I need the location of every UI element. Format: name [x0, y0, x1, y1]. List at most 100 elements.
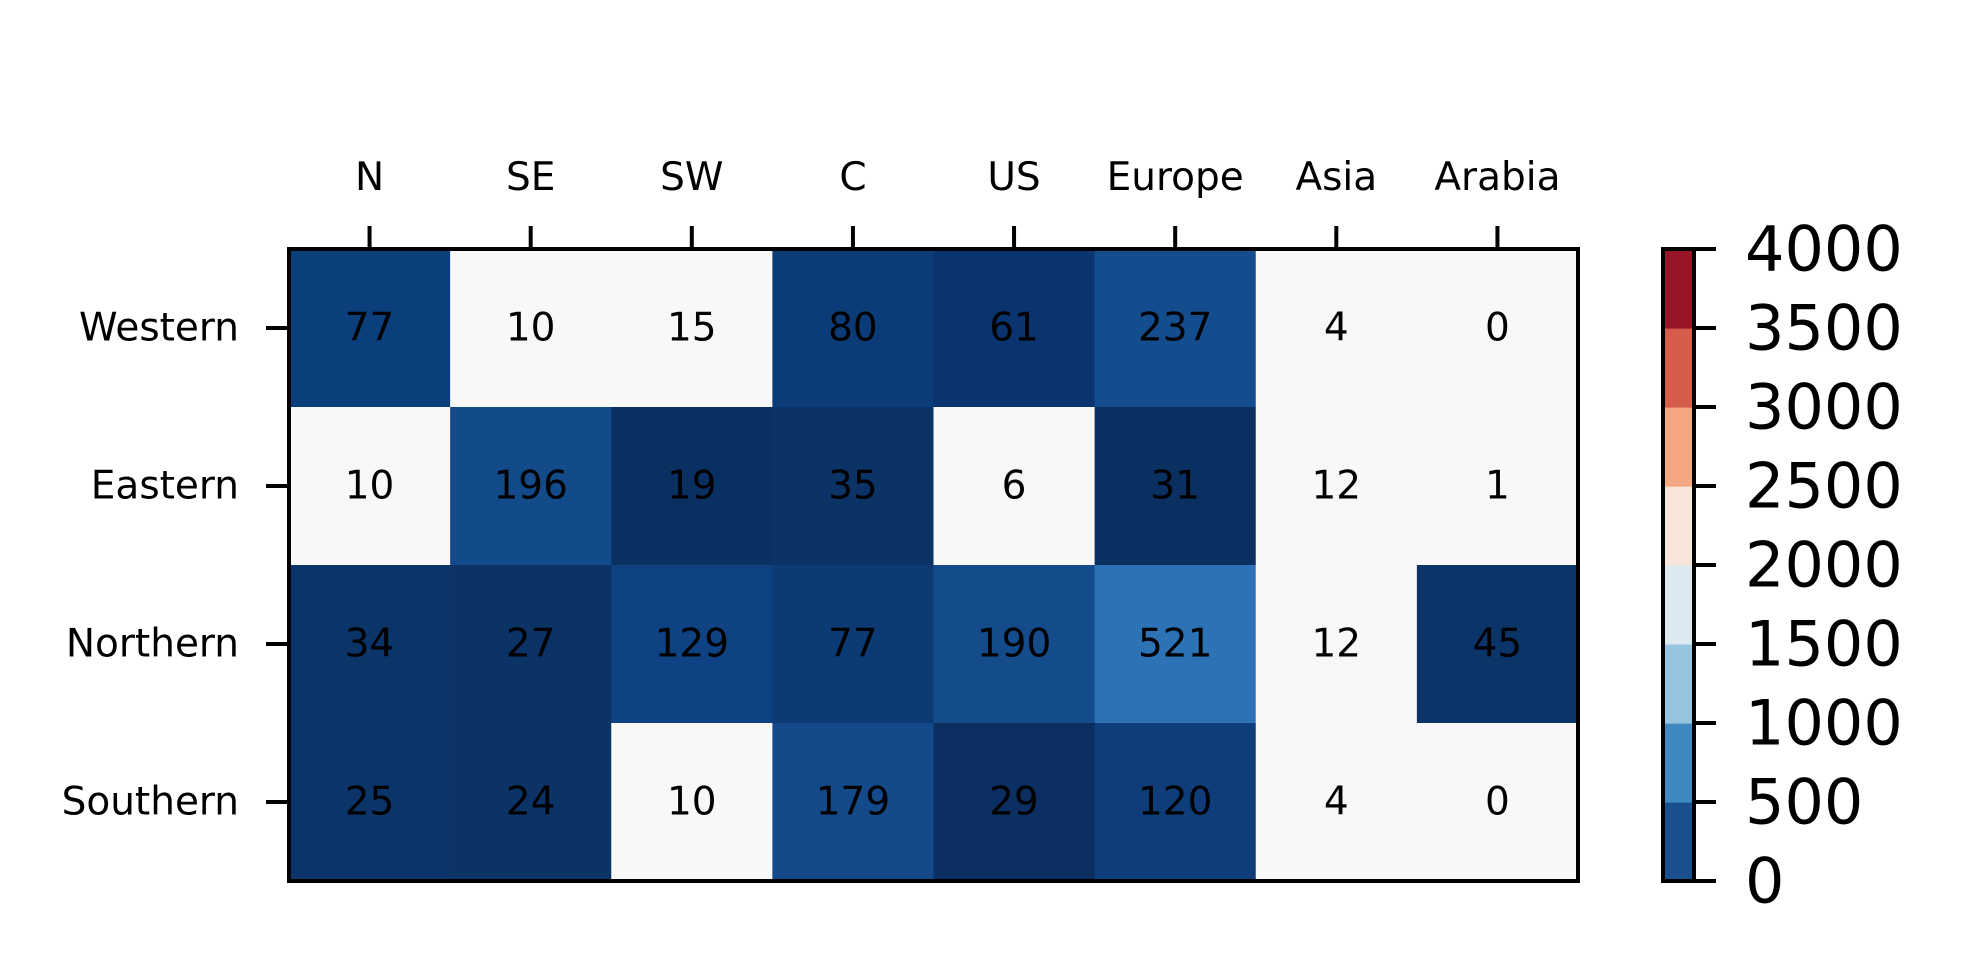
x-tick-label: US	[987, 155, 1040, 200]
y-axis: Western Eastern Northern Southern	[62, 306, 289, 825]
colorbar-band	[1663, 644, 1694, 724]
heatmap-cell	[1255, 407, 1418, 566]
cell-value-label: 27	[506, 622, 556, 667]
x-tick-label: Asia	[1295, 155, 1377, 200]
heatmap-cell	[1416, 407, 1579, 566]
cell-value-label: 521	[1138, 622, 1212, 667]
cell-value-label: 10	[667, 780, 717, 825]
cell-value-label: 12	[1311, 622, 1361, 667]
colorbar-tick-label: 4000	[1745, 213, 1903, 286]
x-tick-label: SW	[660, 155, 723, 200]
cell-value-label: 129	[655, 622, 729, 667]
heatmap-cell	[611, 723, 773, 882]
colorbar-band	[1663, 328, 1694, 408]
heatmap-cell	[1416, 249, 1579, 408]
cell-value-label: 19	[667, 464, 717, 509]
cell-value-label: 77	[828, 622, 878, 667]
heatmap-cell	[289, 249, 451, 408]
heatmap-cell	[933, 723, 1096, 882]
heatmap-cell	[1094, 249, 1257, 408]
colorbar-tick-label: 1000	[1745, 687, 1903, 760]
colorbar-band	[1663, 723, 1694, 803]
heatmap-cell	[772, 565, 935, 724]
heatmap-cells	[289, 249, 1579, 882]
colorbar-tick-label: 1500	[1745, 608, 1903, 681]
x-tick-label: Europe	[1107, 155, 1244, 200]
heatmap-cell	[772, 407, 935, 566]
cell-value-label: 4	[1324, 780, 1349, 825]
colorbar-tick-label: 0	[1745, 845, 1784, 918]
x-tick-label: C	[839, 155, 866, 200]
heatmap-cell	[289, 723, 451, 882]
colorbar-band	[1663, 565, 1694, 645]
heatmap-cell	[1094, 407, 1257, 566]
cell-value-label: 6	[1002, 464, 1027, 509]
heatmap-cell-labels: 77 10 15 80 61 237 4 0 10 196 19 35 6 31 12 1 34 27 129 77 1…	[345, 306, 1523, 825]
colorbar-tick-label: 500	[1745, 766, 1863, 839]
cell-value-label: 10	[506, 306, 556, 351]
x-tick-label: SE	[506, 155, 555, 200]
colorbar-band	[1663, 486, 1694, 566]
cell-value-label: 77	[345, 306, 395, 351]
cell-value-label: 237	[1138, 306, 1212, 351]
colorbar-band	[1663, 802, 1694, 882]
cell-value-label: 24	[506, 780, 556, 825]
cell-value-label: 80	[828, 306, 878, 351]
heatmap-cell	[450, 249, 612, 408]
heatmap-cell	[933, 565, 1096, 724]
colorbar-band	[1663, 407, 1694, 487]
colorbar-tick-label: 2500	[1745, 450, 1903, 523]
heatmap-cell	[772, 249, 935, 408]
cell-value-label: 29	[989, 780, 1039, 825]
colorbar-tick-label: 2000	[1745, 529, 1903, 602]
cell-value-label: 196	[493, 464, 567, 509]
cell-value-label: 35	[828, 464, 878, 509]
heatmap-cell	[611, 407, 773, 566]
heatmap-cell	[1255, 565, 1418, 724]
heatmap-cell	[1094, 565, 1257, 724]
y-tick-label: Southern	[62, 780, 239, 825]
heatmap-cell	[611, 249, 773, 408]
heatmap-cell	[450, 565, 612, 724]
y-tick-label: Eastern	[91, 464, 239, 509]
heatmap-cell	[1255, 249, 1418, 408]
cell-value-label: 4	[1324, 306, 1349, 351]
heatmap-cell	[1094, 723, 1257, 882]
cell-value-label: 179	[816, 780, 890, 825]
y-tick-label: Northern	[66, 622, 239, 667]
heatmap-cell	[1416, 723, 1579, 882]
colorbar-tick-label: 3500	[1745, 292, 1903, 365]
cell-value-label: 0	[1485, 780, 1510, 825]
cell-value-label: 34	[345, 622, 395, 667]
heatmap-cell	[772, 723, 935, 882]
cell-value-label: 31	[1150, 464, 1200, 509]
heatmap-cell	[450, 407, 612, 566]
x-tick-label: N	[355, 155, 384, 200]
heatmap-cell	[933, 249, 1096, 408]
plot-frame	[287, 247, 1580, 883]
cell-value-label: 1	[1485, 464, 1510, 509]
heatmap-cell	[289, 565, 451, 724]
cell-value-label: 12	[1311, 464, 1361, 509]
cell-value-label: 15	[667, 306, 717, 351]
heatmap-cell	[289, 407, 451, 566]
heatmap-cell	[933, 407, 1096, 566]
x-axis: N SE SW C US Europe Asia Arabia	[355, 155, 1560, 249]
cell-value-label: 45	[1473, 622, 1523, 667]
colorbar-band	[1663, 249, 1694, 329]
cell-value-label: 25	[345, 780, 395, 825]
heatmap-cell	[611, 565, 773, 724]
cell-value-label: 190	[977, 622, 1051, 667]
y-tick-label: Western	[79, 306, 239, 351]
cell-value-label: 10	[345, 464, 395, 509]
x-tick-label: Arabia	[1434, 155, 1560, 200]
cell-value-label: 0	[1485, 306, 1510, 351]
cell-value-label: 61	[989, 306, 1039, 351]
cell-value-label: 120	[1138, 780, 1212, 825]
colorbar-tick-label: 3000	[1745, 371, 1903, 444]
heatmap-cell	[1416, 565, 1579, 724]
heatmap-cell	[1255, 723, 1418, 882]
heatmap-cell	[450, 723, 612, 882]
